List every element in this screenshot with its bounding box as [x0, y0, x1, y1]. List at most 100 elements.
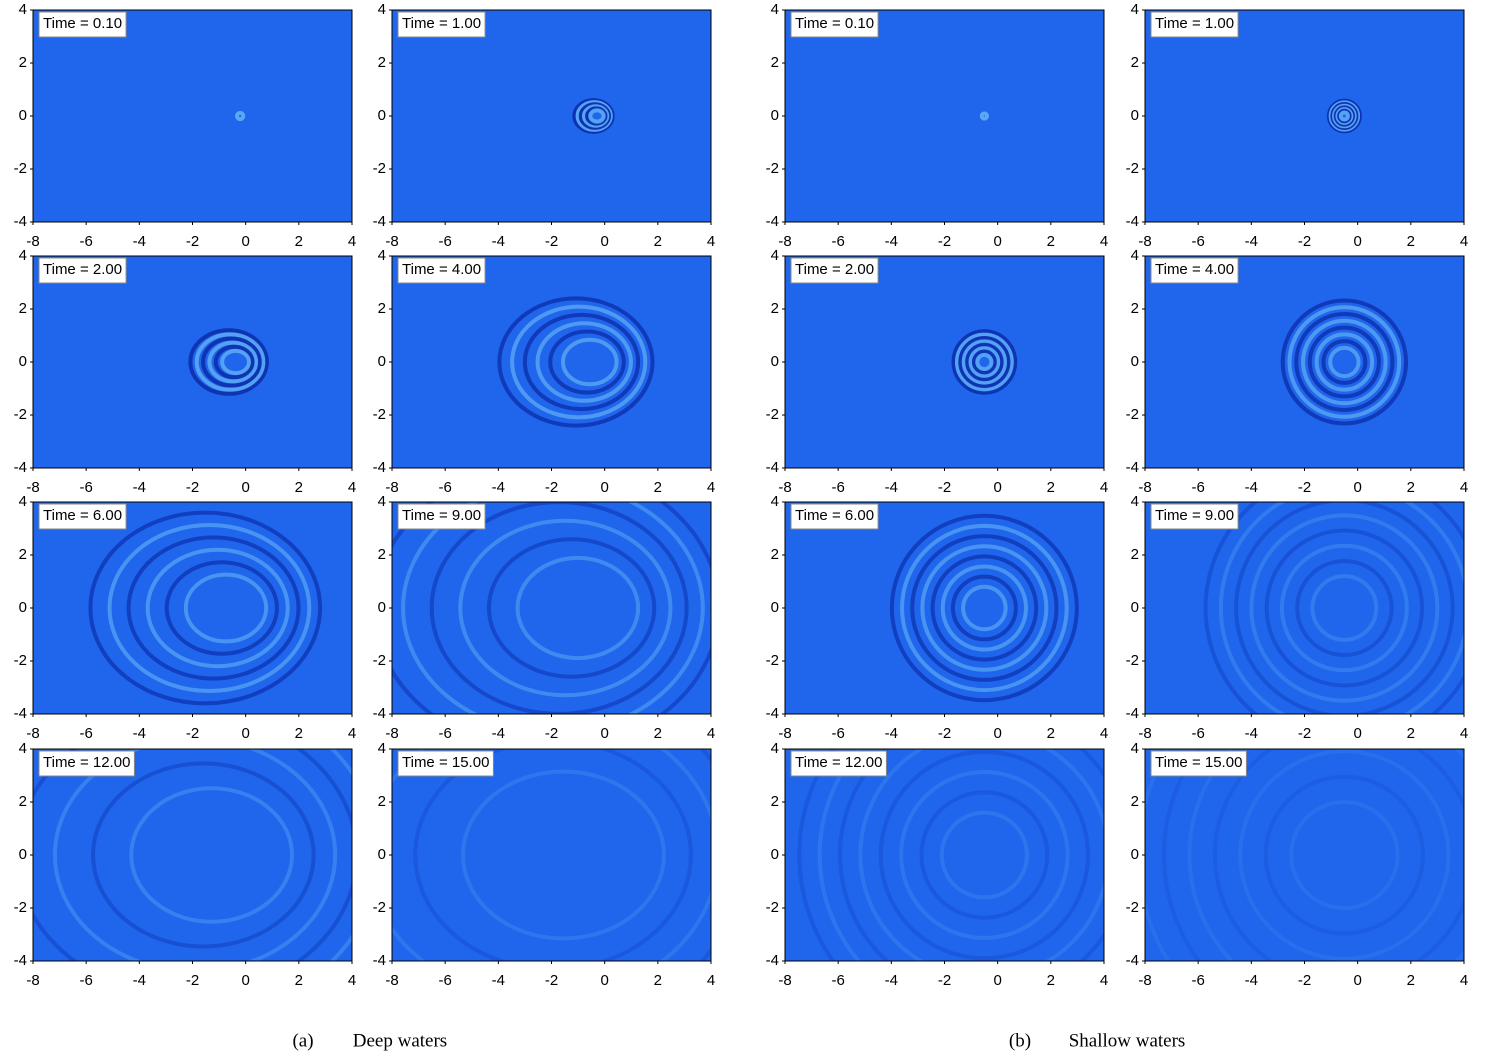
x-tick-label: 4	[1460, 972, 1468, 989]
x-tick-label: -4	[1245, 233, 1258, 250]
x-tick-label: 2	[295, 479, 303, 496]
title-box	[1150, 503, 1239, 530]
wave-ring	[889, 513, 1079, 703]
x-tick-label: 4	[1100, 972, 1108, 989]
y-tick-label: -4	[373, 705, 386, 722]
x-tick-label: -6	[831, 233, 844, 250]
y-tick-label: 2	[19, 300, 27, 317]
x-tick-label: 4	[707, 479, 715, 496]
x-tick-label: 2	[654, 972, 662, 989]
x-tick-label: -2	[1298, 972, 1311, 989]
x-tick-label: 4	[348, 725, 356, 742]
y-tick-label: 2	[1131, 300, 1139, 317]
x-tick-label: -8	[385, 479, 398, 496]
x-tick-label: -8	[385, 725, 398, 742]
x-tick-label: 2	[1407, 725, 1415, 742]
panel-title: Time = 2.00	[795, 261, 874, 278]
wave-ring	[183, 572, 269, 644]
y-tick-label: -2	[766, 406, 779, 423]
x-tick-label: 0	[993, 233, 1001, 250]
y-tick-label: -4	[1126, 459, 1139, 476]
y-tick-label: 0	[19, 107, 27, 124]
y-tick-label: -4	[14, 705, 27, 722]
y-tick-label: 4	[1131, 247, 1139, 264]
y-tick-label: -2	[373, 899, 386, 916]
x-tick-label: 0	[241, 233, 249, 250]
y-tick-label: 0	[771, 846, 779, 863]
x-tick-label: 0	[993, 725, 1001, 742]
plot-background	[33, 749, 352, 961]
wave-ring	[1234, 502, 1455, 714]
x-tick-label: 4	[707, 233, 715, 250]
wave-ring	[522, 312, 641, 412]
x-tick-label: 4	[1460, 479, 1468, 496]
y-tick-label: -4	[14, 459, 27, 476]
y-tick-label: 2	[378, 793, 386, 810]
y-tick-label: 2	[378, 300, 386, 317]
x-tick-label: -4	[1245, 725, 1258, 742]
wave-ring	[515, 555, 641, 661]
x-tick-label: 4	[707, 972, 715, 989]
x-tick-label: -6	[438, 725, 451, 742]
wave-ring	[1338, 110, 1350, 122]
y-tick-label: -2	[14, 160, 27, 177]
wave-ring	[930, 554, 1039, 662]
plot-background	[1145, 10, 1464, 222]
y-tick-label: 0	[771, 353, 779, 370]
wave-ring	[950, 574, 1018, 642]
x-tick-label: -4	[492, 479, 505, 496]
wave-field	[951, 329, 1018, 395]
y-tick-label: 0	[378, 846, 386, 863]
y-tick-label: 2	[19, 546, 27, 563]
x-tick-label: -6	[79, 479, 92, 496]
x-tick-label: -4	[885, 479, 898, 496]
y-tick-label: 0	[771, 107, 779, 124]
y-tick-label: -4	[766, 459, 779, 476]
x-tick-label: -2	[545, 233, 558, 250]
wave-ring	[797, 749, 836, 961]
y-tick-label: -2	[1126, 899, 1139, 916]
y-tick-label: 2	[378, 54, 386, 71]
y-tick-label: 4	[19, 740, 27, 757]
x-tick-label: 0	[241, 972, 249, 989]
y-tick-label: -4	[766, 705, 779, 722]
x-tick-label: 2	[295, 972, 303, 989]
plot-background	[33, 256, 352, 468]
wave-ring	[858, 749, 1104, 961]
panel-title: Time = 12.00	[43, 754, 130, 771]
wave-ring	[188, 328, 269, 396]
x-tick-label: -8	[778, 972, 791, 989]
wave-ring	[1314, 332, 1375, 392]
y-tick-label: 2	[771, 54, 779, 71]
wave-ring	[460, 769, 666, 941]
wave-ring	[878, 749, 1090, 961]
y-tick-label: 0	[19, 353, 27, 370]
y-tick-label: 4	[19, 247, 27, 264]
x-tick-label: -8	[1138, 972, 1151, 989]
x-tick-label: 2	[1047, 233, 1055, 250]
x-tick-label: -6	[438, 972, 451, 989]
plot-background	[1145, 502, 1464, 714]
y-tick-label: 4	[771, 740, 779, 757]
wave-ring	[920, 544, 1049, 672]
panel-title: Time = 4.00	[1155, 261, 1234, 278]
x-tick-label: 4	[1100, 725, 1108, 742]
wave-ring	[940, 564, 1029, 652]
y-tick-label: 2	[19, 54, 27, 71]
y-tick-label: 0	[771, 599, 779, 616]
x-tick-label: 4	[348, 233, 356, 250]
wave-field	[1145, 749, 1464, 961]
title-box	[38, 11, 127, 38]
wave-ring	[194, 332, 266, 392]
y-tick-label: 0	[1131, 353, 1139, 370]
wave-ring	[213, 344, 255, 380]
title-box	[397, 11, 486, 38]
wave-ring	[961, 339, 1008, 385]
title-box	[790, 257, 879, 284]
x-tick-label: -6	[79, 972, 92, 989]
x-tick-label: 0	[600, 479, 608, 496]
x-tick-label: -4	[885, 233, 898, 250]
x-tick-label: 4	[1100, 233, 1108, 250]
wave-ring	[838, 749, 1104, 961]
